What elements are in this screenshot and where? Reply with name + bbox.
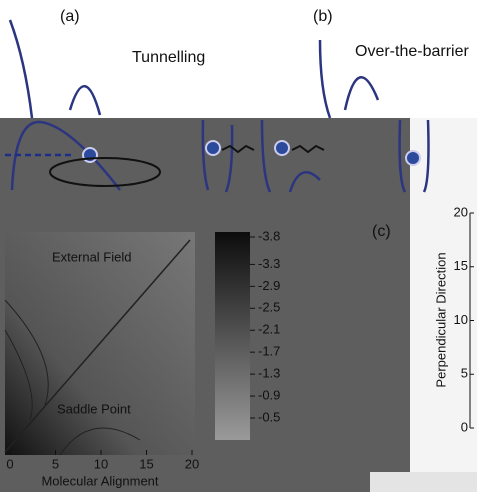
panel-title: Over-the-barrier [355, 43, 469, 60]
y-tick-label: 20 [454, 204, 468, 219]
x-tick-label: 10 [94, 456, 108, 471]
colorbar-tick-label: -1.3 [258, 366, 280, 381]
y-tick-label: 10 [454, 312, 468, 327]
colorbar-tick-label: -3.8 [258, 228, 280, 243]
particle [206, 141, 220, 155]
strip [370, 472, 477, 492]
panel-title: Tunnelling [132, 49, 205, 66]
curve [10, 20, 32, 118]
x-tick-label: 15 [139, 456, 153, 471]
y-tick-label: 15 [454, 258, 468, 273]
colorbar-tick-label: -0.9 [258, 387, 280, 402]
annotation: External Field [52, 249, 131, 264]
x-tick-label: 5 [52, 456, 59, 471]
colorbar-tick-label: -2.5 [258, 300, 280, 315]
panel-label: (c) [372, 223, 391, 240]
panel-label: (b) [313, 8, 333, 25]
x-tick-label: 0 [6, 456, 13, 471]
curve [70, 86, 100, 115]
colorbar-tick-label: -3.3 [258, 256, 280, 271]
curve [320, 40, 330, 118]
colorbar [215, 232, 250, 440]
y-tick-label: 0 [461, 419, 468, 434]
particle [406, 151, 420, 165]
colorbar-tick-label: -0.5 [258, 409, 280, 424]
colorbar-tick-label: -1.7 [258, 344, 280, 359]
annotation: Saddle Point [57, 401, 131, 416]
panel-label: (a) [60, 8, 80, 25]
y-axis-label: Perpendicular Direction [433, 252, 448, 387]
figure: (a) Tunnelling (b) Over-the-barrier (c) … [0, 0, 477, 492]
curve [345, 77, 378, 110]
y-tick-label: 5 [461, 366, 468, 381]
x-axis-label: Molecular Alignment [41, 473, 158, 488]
particle [275, 141, 289, 155]
x-tick-label: 20 [185, 456, 199, 471]
colorbar-tick-label: -2.9 [258, 278, 280, 293]
colorbar-tick-label: -2.1 [258, 322, 280, 337]
